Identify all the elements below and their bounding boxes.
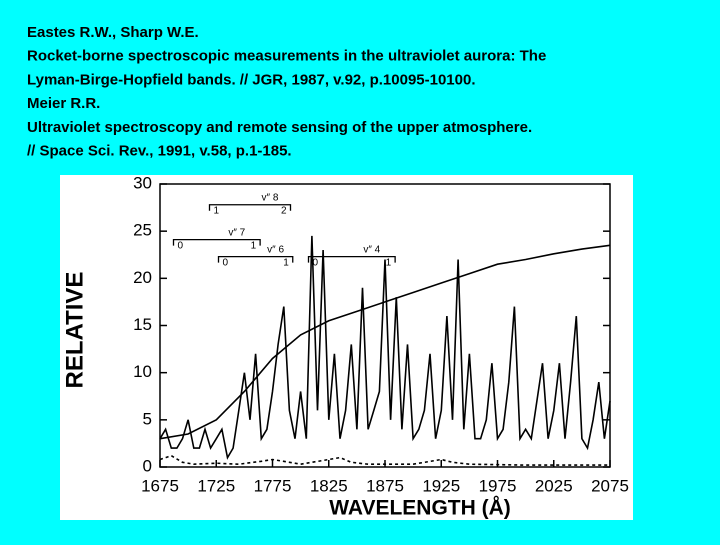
y-tick-label: 20 [133, 268, 152, 287]
band-end-label: 0 [178, 240, 184, 251]
x-tick-label: 1775 [254, 476, 292, 495]
band-end-label: 2 [281, 205, 287, 216]
band-end-label: 1 [386, 257, 392, 268]
citation-line: Meier R.R. [27, 95, 100, 112]
y-tick-label: 10 [133, 362, 152, 381]
band-end-label: 1 [283, 257, 289, 268]
x-tick-label: 1725 [197, 476, 235, 495]
band-bracket [217, 255, 294, 263]
band-bracket [208, 204, 292, 211]
band-label: v″ 6 [267, 244, 284, 255]
series-line [159, 454, 610, 466]
citation-line: Rocket-borne spectroscopic measurements … [27, 48, 546, 65]
citation-line: // Space Sci. Rev., 1991, v.58, p.1-185. [27, 142, 292, 159]
y-tick-label: 5 [143, 409, 152, 428]
band-bracket [172, 239, 261, 246]
band-label: v″ 8 [262, 192, 279, 203]
band-bracket [307, 255, 396, 263]
band-label: v″ 7 [228, 227, 245, 238]
x-tick-label: 1925 [422, 476, 460, 495]
citation-line: Lyman-Birge-Hopfield bands. // JGR, 1987… [27, 71, 476, 88]
x-axis-label: WAVELENGTH (Å) [329, 496, 511, 520]
citation-line: Eastes R.W., Sharp W.E. [27, 24, 199, 41]
figure-background [60, 175, 633, 520]
band-end-label: 0 [223, 257, 229, 268]
y-tick-label: 0 [143, 456, 152, 475]
x-tick-label: 1825 [310, 476, 348, 495]
x-tick-label: 1675 [141, 476, 179, 495]
x-tick-label: 1975 [479, 476, 517, 495]
band-label: v″ 4 [363, 244, 380, 255]
citation: Eastes R.W., Sharp W.E. Rocket-borne spec… [27, 24, 546, 160]
band-end-label: 1 [251, 240, 257, 251]
band-end-label: 1 [214, 205, 220, 216]
y-tick-label: 25 [133, 221, 152, 240]
series-line [159, 244, 611, 440]
citation-line: Ultraviolet spectroscopy and remote sens… [27, 119, 532, 136]
series-line [159, 235, 611, 460]
y-axis-label: RELATIVE [61, 272, 88, 389]
y-tick-label: 15 [133, 315, 152, 334]
x-tick-label: 1875 [366, 476, 404, 495]
y-tick-label: 30 [133, 173, 152, 192]
band-end-label: 0 [313, 257, 319, 268]
x-tick-label: 2025 [535, 476, 573, 495]
x-tick-label: 2075 [591, 476, 629, 495]
